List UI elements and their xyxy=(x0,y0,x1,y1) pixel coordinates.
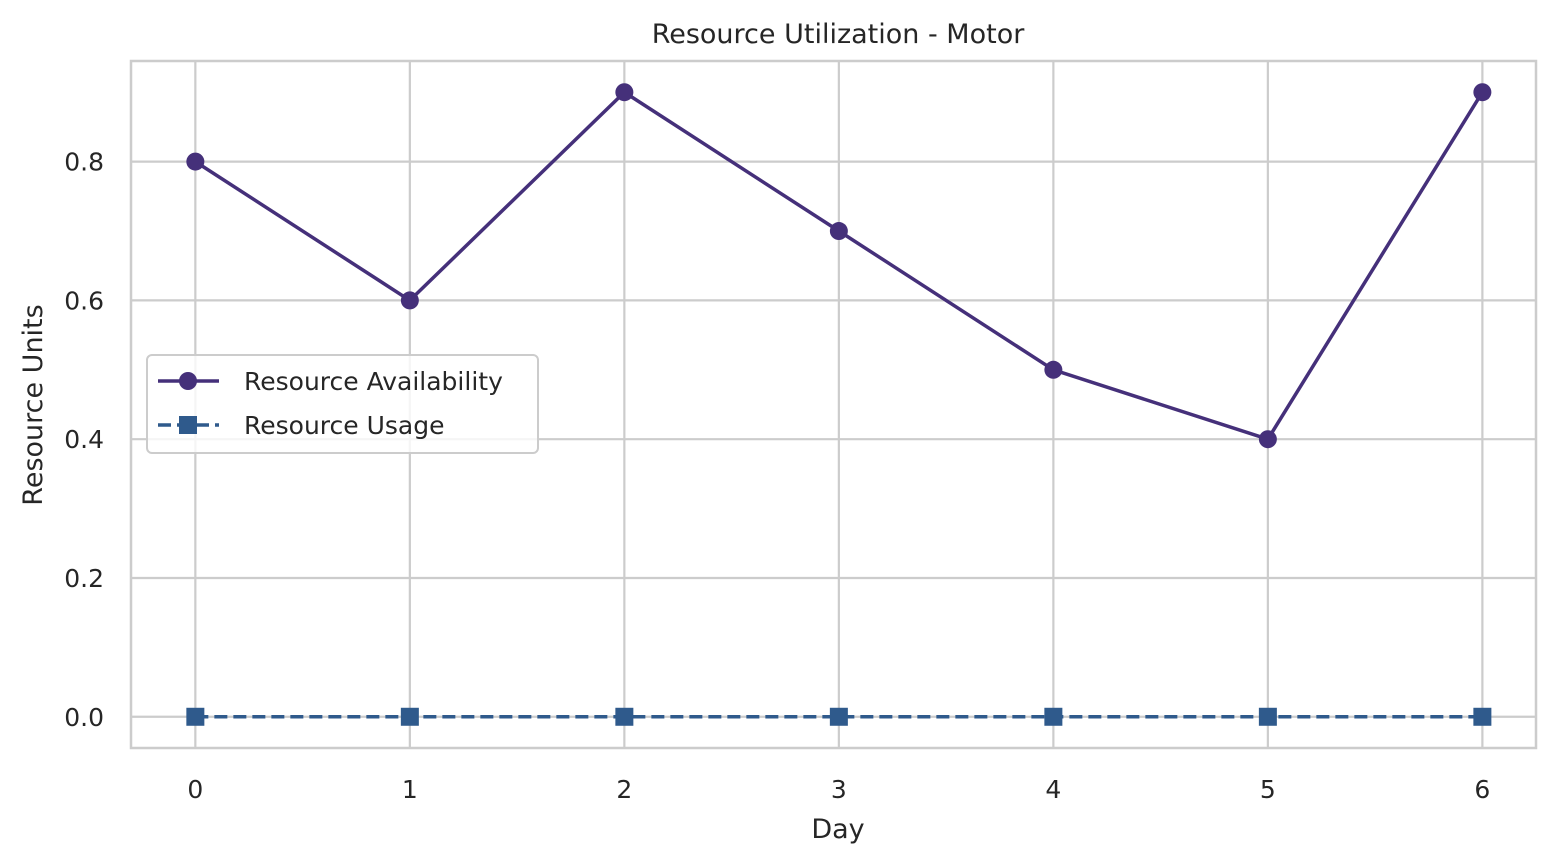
data-point xyxy=(1473,707,1492,726)
x-tick-label: 1 xyxy=(402,775,418,804)
y-tick-label: 0.4 xyxy=(64,425,104,454)
x-tick-label: 6 xyxy=(1474,775,1490,804)
data-point xyxy=(400,291,419,310)
x-tick-label: 5 xyxy=(1260,775,1276,804)
y-tick-label: 0.2 xyxy=(64,564,104,593)
series-1 xyxy=(186,707,1492,726)
legend-label: Resource Usage xyxy=(244,411,445,440)
data-point xyxy=(1258,430,1277,449)
data-point xyxy=(615,707,634,726)
series-layer xyxy=(186,83,1492,726)
x-tick-label: 2 xyxy=(616,775,632,804)
x-tick-label: 3 xyxy=(831,775,847,804)
data-point xyxy=(186,707,205,726)
chart-title: Resource Utilization - Motor xyxy=(652,19,1026,50)
x-axis-label: Day xyxy=(811,814,864,845)
y-tick-label: 0.0 xyxy=(64,703,104,732)
series-0 xyxy=(186,83,1492,449)
x-tick-label: 4 xyxy=(1045,775,1061,804)
legend-marker xyxy=(179,372,197,390)
x-tick-labels: 0 1 2 3 4 5 6 xyxy=(187,775,1490,804)
legend-box xyxy=(146,354,539,454)
data-point xyxy=(1044,360,1063,379)
x-tick-label: 0 xyxy=(187,775,203,804)
plot-frame xyxy=(129,59,1538,750)
legend-label: Resource Availability xyxy=(244,367,503,396)
data-point xyxy=(615,83,634,102)
y-tick-labels: 0.0 0.2 0.4 0.6 0.8 xyxy=(64,148,104,732)
y-tick-label: 0.6 xyxy=(64,286,104,315)
data-point xyxy=(1044,707,1063,726)
data-point xyxy=(829,707,848,726)
data-point xyxy=(400,707,419,726)
data-point xyxy=(1258,707,1277,726)
data-point xyxy=(186,152,205,171)
y-axis-label: Resource Units xyxy=(18,304,49,505)
y-tick-label: 0.8 xyxy=(64,148,104,177)
data-point xyxy=(829,222,848,241)
data-point xyxy=(1473,83,1492,102)
grid xyxy=(131,61,1536,748)
legend-marker xyxy=(179,416,197,434)
legend: Resource Availability Resource Usage xyxy=(146,354,539,454)
